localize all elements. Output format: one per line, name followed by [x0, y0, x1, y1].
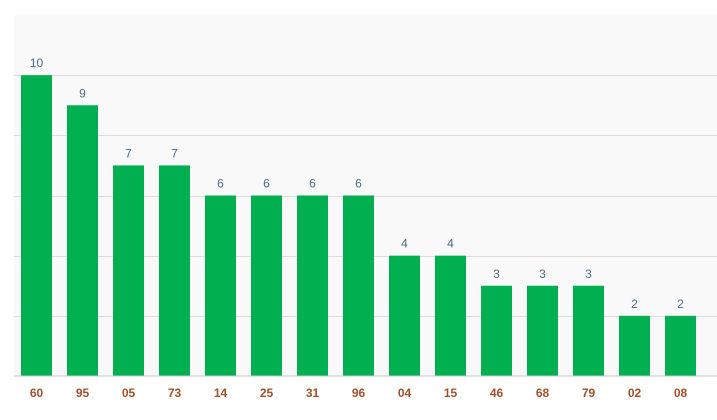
category-label-02: 02 — [628, 386, 642, 400]
category-label-95: 95 — [76, 386, 90, 400]
category-label-15: 15 — [444, 386, 458, 400]
bar-95[interactable] — [67, 105, 98, 376]
category-label-05: 05 — [122, 386, 136, 400]
bar-79[interactable] — [573, 285, 604, 376]
category-label-04: 04 — [398, 386, 412, 400]
category-label-73: 73 — [168, 386, 182, 400]
value-label-46: 3 — [493, 267, 500, 281]
value-label-14: 6 — [217, 177, 224, 191]
bar-46[interactable] — [481, 285, 512, 376]
category-label-25: 25 — [260, 386, 274, 400]
bar-08[interactable] — [665, 315, 696, 376]
bars — [21, 75, 696, 377]
bar-15[interactable] — [435, 255, 466, 376]
bar-31[interactable] — [297, 195, 328, 377]
category-label-46: 46 — [490, 386, 504, 400]
value-label-25: 6 — [263, 177, 270, 191]
bar-68[interactable] — [527, 285, 558, 376]
value-label-79: 3 — [585, 267, 592, 281]
value-label-96: 6 — [355, 177, 362, 191]
bar-73[interactable] — [159, 165, 190, 376]
value-label-73: 7 — [171, 146, 178, 160]
value-label-95: 9 — [79, 86, 86, 100]
value-label-68: 3 — [539, 267, 546, 281]
category-label-14: 14 — [214, 386, 228, 400]
bar-25[interactable] — [251, 195, 282, 377]
category-label-79: 79 — [582, 386, 596, 400]
value-label-15: 4 — [447, 237, 454, 251]
category-label-60: 60 — [30, 386, 44, 400]
bar-14[interactable] — [205, 195, 236, 377]
bar-05[interactable] — [113, 165, 144, 376]
bar-02[interactable] — [619, 315, 650, 376]
value-label-08: 2 — [677, 297, 684, 311]
value-labels: 10 9 7 7 6 6 6 6 4 4 3 3 3 2 2 — [30, 56, 684, 311]
category-labels: 60 95 05 73 14 25 31 96 04 15 46 68 79 02 08 — [30, 386, 688, 400]
bar-04[interactable] — [389, 255, 420, 376]
value-label-60: 10 — [30, 56, 44, 70]
category-label-08: 08 — [674, 386, 688, 400]
value-label-04: 4 — [401, 237, 408, 251]
bar-60[interactable] — [21, 75, 52, 377]
category-label-96: 96 — [352, 386, 366, 400]
bar-96[interactable] — [343, 195, 374, 377]
value-label-05: 7 — [125, 146, 132, 160]
category-label-31: 31 — [306, 386, 320, 400]
value-label-02: 2 — [631, 297, 638, 311]
value-label-31: 6 — [309, 177, 316, 191]
category-label-68: 68 — [536, 386, 550, 400]
